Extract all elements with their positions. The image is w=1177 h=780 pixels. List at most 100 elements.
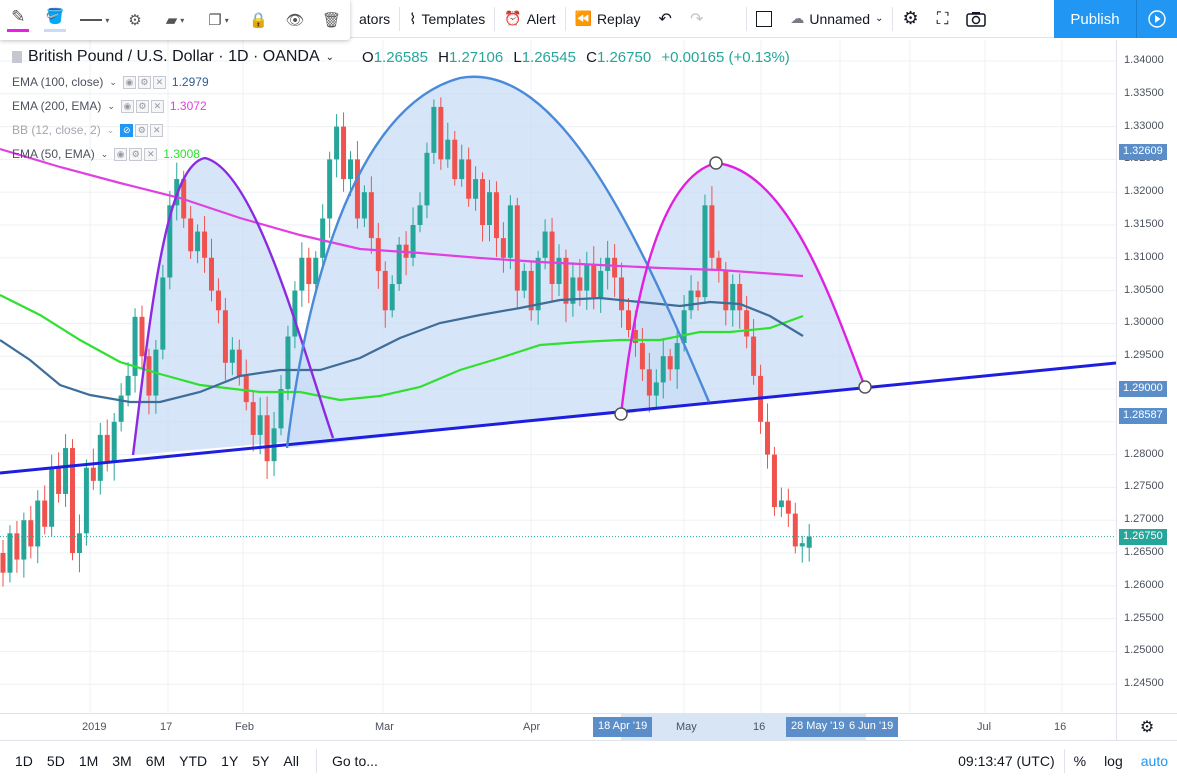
chart-pane[interactable]	[0, 40, 1116, 713]
clone-button[interactable]: ❐ ▾	[197, 1, 241, 39]
play-icon[interactable]	[1136, 0, 1177, 38]
publish-button[interactable]: Publish	[1054, 0, 1177, 38]
candle-up	[167, 205, 173, 278]
goto-button[interactable]: Go to...	[331, 752, 378, 769]
chevron-down-icon[interactable]: ⌄	[107, 100, 115, 111]
range-button-3m[interactable]: 3M	[112, 752, 132, 769]
toolbar-divider	[746, 6, 748, 31]
candle-up	[83, 467, 89, 534]
redo-button[interactable]: ↷	[681, 0, 712, 38]
candle-down	[215, 290, 221, 311]
indicator-row-ema100[interactable]: EMA (100, close) ⌄ ◉ ⚙ ✕ 1.2979	[12, 75, 209, 89]
drawing-anchor-handle	[858, 380, 872, 394]
square-icon	[756, 10, 773, 27]
pencil-tool-button[interactable]: ✎	[0, 1, 37, 39]
delete-button[interactable]: 🗑	[313, 1, 350, 39]
layout-toggle-button[interactable]	[747, 0, 781, 38]
alert-button[interactable]: ⏰ Alert	[504, 10, 556, 27]
price-axis-tag: 1.29000	[1119, 381, 1167, 397]
indicator-value: 1.3072	[169, 99, 207, 113]
chart-legend: British Pound / U.S. Dollar · 1D · OANDA…	[0, 44, 790, 166]
templates-button[interactable]: ⌇ Templates	[409, 10, 486, 28]
eye-icon[interactable]: ◉	[122, 75, 136, 89]
range-button-5y[interactable]: 5Y	[252, 752, 270, 769]
chart-settings-button[interactable]: ⚙	[1116, 713, 1177, 740]
eye-off-icon[interactable]: ⊘	[120, 123, 134, 137]
candle-up	[313, 257, 319, 285]
trash-icon: 🗑	[322, 12, 342, 29]
symbol-title-row: British Pound / U.S. Dollar · 1D · OANDA…	[0, 44, 790, 70]
left-shoulder-arc	[131, 156, 335, 456]
candle-down	[209, 257, 214, 291]
price-tick-label: 1.30500	[1124, 283, 1164, 296]
range-button-1y[interactable]: 1Y	[221, 752, 239, 769]
range-button-ytd[interactable]: YTD	[179, 752, 208, 769]
chevron-down-icon: ▾	[180, 15, 185, 25]
chevron-down-icon[interactable]: ⌄	[106, 124, 115, 135]
indicator-row-ema50[interactable]: EMA (50, EMA) ⌄ ◉ ⚙ ✕ 1.3008	[12, 147, 200, 161]
indicator-row-ema200[interactable]: EMA (200, EMA) ⌄ ◉ ⚙ ✕ 1.3072	[12, 99, 207, 113]
chevron-down-icon[interactable]: ⌄	[100, 148, 109, 159]
head-fill	[287, 76, 709, 448]
snapshot-button[interactable]	[957, 0, 995, 38]
chevron-down-icon[interactable]: ⌄	[325, 51, 335, 63]
fullscreen-icon: ⛶	[936, 8, 949, 28]
price-tick-label: 1.30000	[1124, 316, 1164, 329]
templates-icon: ⌇	[409, 10, 417, 28]
candle-up	[487, 192, 492, 225]
gear-icon[interactable]: ⚙	[135, 123, 149, 137]
percent-scale-toggle[interactable]: %	[1073, 753, 1087, 769]
head-arc	[285, 75, 711, 449]
price-axis-tag: 1.32609	[1119, 144, 1167, 161]
price-tick-label: 1.25000	[1124, 644, 1164, 657]
lock-button[interactable]: 🔒	[240, 1, 277, 39]
candle-up	[556, 257, 562, 285]
price-axis[interactable]: 1.340001.335001.330001.325001.320001.315…	[1116, 40, 1177, 713]
settings-tool-button[interactable]: ⚙	[117, 1, 154, 39]
visual-order-button[interactable]: ▰ ▾	[153, 1, 197, 39]
undo-button[interactable]: ↶	[650, 0, 681, 38]
log-scale-toggle[interactable]: log	[1104, 753, 1123, 769]
replay-button[interactable]: ⏪ Replay	[574, 10, 641, 27]
gear-icon[interactable]: ⚙	[129, 147, 143, 161]
symbol-title[interactable]: British Pound / U.S. Dollar · 1D · OANDA	[28, 48, 320, 65]
candle-down	[188, 218, 194, 252]
chart-canvas[interactable]	[0, 40, 1116, 713]
settings-button[interactable]: ⚙	[893, 0, 927, 38]
close-icon[interactable]: ✕	[152, 75, 166, 89]
indicator-buttons: ◉ ⚙ ✕	[114, 147, 158, 161]
close-icon[interactable]: ✕	[144, 147, 158, 161]
hide-button[interactable]: 👁	[277, 1, 314, 39]
bottom-right-group: 09:13:47 (UTC) % log auto	[949, 741, 1177, 780]
fill-tool-button[interactable]: 🪣	[37, 1, 74, 39]
range-button-all[interactable]: All	[283, 752, 299, 769]
eye-icon[interactable]: ◉	[120, 99, 134, 113]
candle-down	[438, 106, 444, 160]
close-icon[interactable]: ✕	[150, 99, 164, 113]
candle-down	[646, 369, 652, 396]
candle-down	[792, 513, 798, 547]
layout-name-dropdown[interactable]: ☁ Unnamed ⌄	[790, 10, 884, 27]
candle-up	[660, 356, 666, 383]
close-icon[interactable]: ✕	[150, 123, 164, 137]
fullscreen-button[interactable]: ⛶	[928, 0, 958, 38]
candle-down	[466, 159, 472, 199]
auto-scale-toggle[interactable]: auto	[1140, 753, 1168, 769]
range-button-1d[interactable]: 1D	[15, 752, 33, 769]
chevron-down-icon[interactable]: ⌄	[109, 76, 117, 87]
time-axis[interactable]: 2019 17 Feb Mar Apr May 16 Jul 16 18 Apr '19 28 Ma…	[0, 713, 1116, 740]
candle-up	[320, 218, 326, 258]
range-button-6m[interactable]: 6M	[145, 752, 166, 769]
clone-icon: ❐	[208, 12, 222, 29]
range-button-5d[interactable]: 5D	[46, 752, 65, 769]
candle-down	[202, 231, 208, 258]
gear-icon[interactable]: ⚙	[137, 75, 151, 89]
eye-icon[interactable]: ◉	[114, 147, 128, 161]
range-button-1m[interactable]: 1M	[78, 752, 99, 769]
candle-up	[417, 205, 423, 225]
gear-icon[interactable]: ⚙	[135, 99, 149, 113]
indicators-button[interactable]: ators	[359, 10, 391, 27]
line-style-button[interactable]: ▾	[73, 1, 117, 39]
indicator-row-bb[interactable]: BB (12, close, 2) ⌄ ⊘ ⚙ ✕	[0, 118, 790, 142]
clock-display[interactable]: 09:13:47 (UTC)	[958, 753, 1055, 769]
